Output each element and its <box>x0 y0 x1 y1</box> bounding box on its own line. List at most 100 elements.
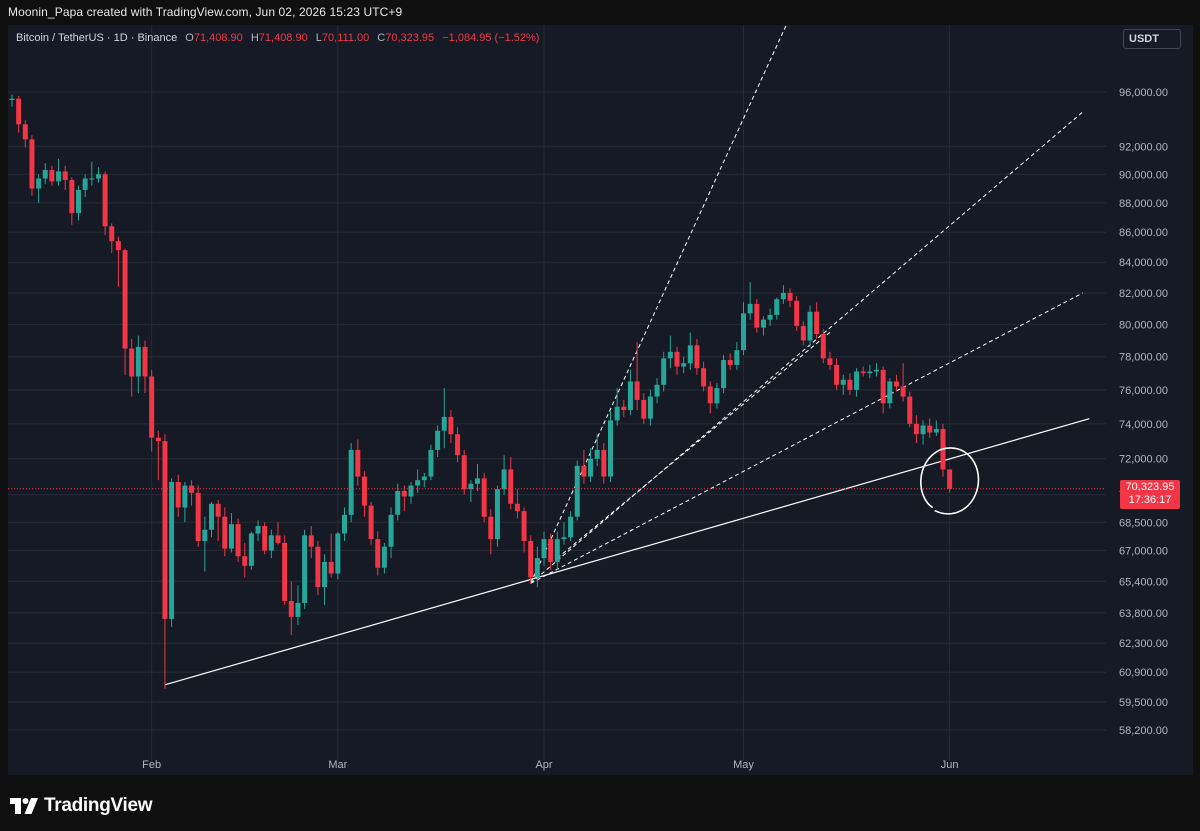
price-tick-label: 96,000.00 <box>1119 87 1168 99</box>
candle-body <box>275 535 281 543</box>
candle <box>880 366 886 414</box>
candle-body <box>714 388 720 404</box>
price-tick-label: 68,500.00 <box>1119 517 1168 529</box>
candle <box>421 472 427 488</box>
candle <box>920 420 926 445</box>
candle-body <box>36 178 42 189</box>
candle-body <box>767 314 773 320</box>
last-price-value: 70,323.95 <box>1125 481 1175 493</box>
time-axis[interactable]: Feb Mar Apr May Jun <box>142 759 958 771</box>
candle-body <box>348 449 354 515</box>
candle-body <box>514 503 520 512</box>
candle <box>82 174 88 198</box>
candle <box>767 308 773 327</box>
price-tick-label: 78,000.00 <box>1119 352 1168 364</box>
candle-body <box>893 381 899 387</box>
candle <box>674 346 680 375</box>
candle <box>681 356 687 374</box>
candle-body <box>907 396 913 424</box>
candle-body <box>322 561 328 588</box>
candle <box>408 481 414 504</box>
candle-body <box>541 539 547 559</box>
price-tick-label: 82,000.00 <box>1119 288 1168 300</box>
time-tick-label: Feb <box>142 759 161 771</box>
candle-body <box>614 406 620 421</box>
candle-body <box>42 170 48 179</box>
candle-body <box>548 539 554 562</box>
candle-body <box>774 299 780 315</box>
candle-body <box>687 345 693 364</box>
chart-area[interactable]: 58,200.00 59,500.00 60,900.00 62,300.00 63,8… <box>8 25 1193 775</box>
candle-body <box>634 381 640 400</box>
candle-body <box>747 303 753 314</box>
currency-button[interactable]: USDT <box>1123 29 1181 49</box>
price-axis[interactable]: 58,200.00 59,500.00 60,900.00 62,300.00 63,8… <box>1119 87 1168 737</box>
candle-body <box>760 319 766 328</box>
candle-body <box>49 170 55 182</box>
candle <box>913 415 919 443</box>
price-tick-label: 74,000.00 <box>1119 419 1168 431</box>
candle <box>834 358 840 390</box>
candle <box>42 162 48 185</box>
candle-body <box>834 364 840 385</box>
candle-body <box>754 303 760 328</box>
candle-body <box>69 179 75 214</box>
candle-body <box>62 171 68 180</box>
candle <box>155 430 161 481</box>
candlestick-chart[interactable]: 58,200.00 59,500.00 60,900.00 62,300.00 63,8… <box>8 25 1193 775</box>
candle-body <box>847 379 853 390</box>
candle <box>142 340 148 394</box>
trendline-solid[interactable] <box>164 418 1090 686</box>
candle-body <box>913 423 919 435</box>
candle <box>122 248 128 375</box>
candle <box>794 296 800 331</box>
candle <box>927 418 933 438</box>
candle <box>89 161 95 186</box>
candle-body <box>860 371 866 374</box>
time-tick-label: May <box>733 759 754 771</box>
candle <box>647 389 653 426</box>
candle <box>36 174 42 203</box>
footer-brand[interactable]: TradingView <box>10 795 153 817</box>
candle-body <box>568 516 574 538</box>
candle-body <box>448 416 454 435</box>
candle-body <box>608 420 613 477</box>
candle <box>774 297 780 320</box>
candle-body <box>222 516 228 549</box>
open-value: 71,408.90 <box>193 32 243 44</box>
price-tick-label: 62,300.00 <box>1119 638 1168 650</box>
candle <box>488 509 494 555</box>
symbol-title[interactable]: Bitcoin / TetherUS · 1D · Binance <box>16 32 178 44</box>
low-value: 70,111.00 <box>321 32 370 44</box>
candle <box>707 381 713 414</box>
candles <box>9 94 953 690</box>
candle <box>534 546 540 588</box>
candle <box>109 223 115 254</box>
candle <box>162 434 168 690</box>
candle-body <box>408 485 414 497</box>
candle <box>608 410 613 482</box>
candle <box>907 391 913 428</box>
candle <box>16 95 22 133</box>
candle <box>641 393 647 424</box>
candle <box>275 522 281 545</box>
trendline-dashed[interactable] <box>530 292 1083 584</box>
price-tick-label: 88,000.00 <box>1119 198 1168 210</box>
candle-body <box>455 434 461 456</box>
candle-body <box>56 171 62 182</box>
trendline-dashed[interactable] <box>556 332 831 559</box>
trendline-dashed[interactable] <box>530 111 1083 584</box>
candle <box>215 500 221 542</box>
candle <box>481 472 487 523</box>
candle <box>614 388 620 426</box>
candle-body <box>342 514 347 534</box>
candle <box>282 535 288 605</box>
candle-body <box>82 178 88 190</box>
annotation-circle[interactable] <box>920 447 980 515</box>
candle <box>747 282 753 320</box>
candle <box>182 481 188 523</box>
candle-body <box>95 174 101 179</box>
candle <box>235 518 241 562</box>
candle <box>760 316 766 336</box>
candle <box>800 321 806 346</box>
